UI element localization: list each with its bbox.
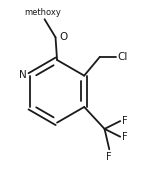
Text: F: F xyxy=(122,116,127,126)
Text: O: O xyxy=(59,32,67,42)
Text: methoxy: methoxy xyxy=(24,8,61,17)
Text: F: F xyxy=(106,152,112,162)
Text: F: F xyxy=(122,132,127,142)
Text: Cl: Cl xyxy=(117,52,128,62)
Text: N: N xyxy=(19,70,27,80)
